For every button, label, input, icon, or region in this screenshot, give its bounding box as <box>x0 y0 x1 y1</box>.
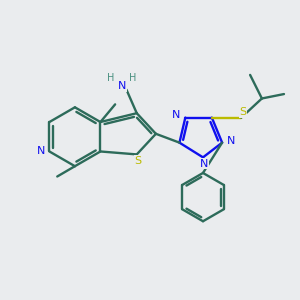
Text: S: S <box>239 107 246 117</box>
Text: S: S <box>135 156 142 166</box>
Text: N: N <box>118 81 126 91</box>
Text: N: N <box>172 110 181 120</box>
Text: H: H <box>107 74 115 83</box>
Text: N: N <box>227 136 235 146</box>
Text: N: N <box>37 146 45 157</box>
Text: H: H <box>129 74 137 83</box>
Text: N: N <box>200 159 209 169</box>
